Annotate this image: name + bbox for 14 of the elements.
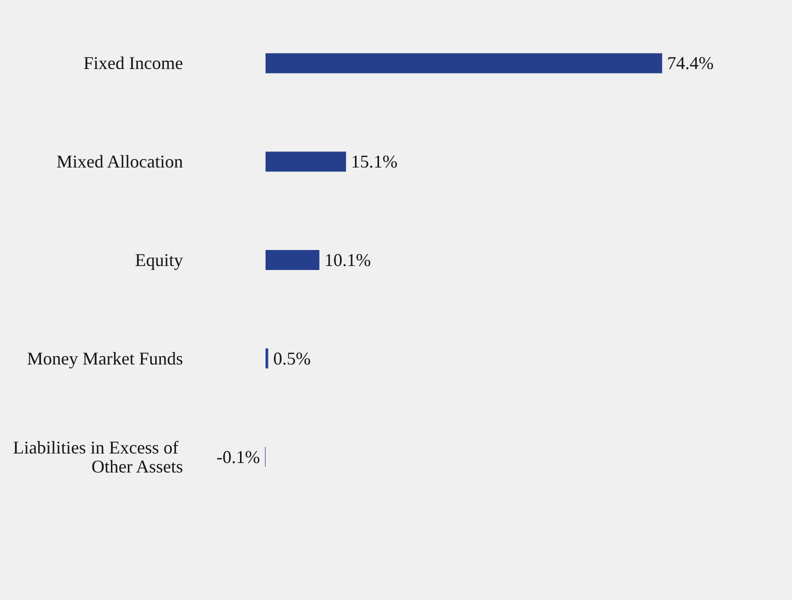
bar	[266, 152, 346, 172]
bar	[266, 348, 268, 368]
y-tick-label: Liabilities in Excess of Other Assets	[13, 437, 183, 476]
y-tick-label: Money Market Funds	[27, 348, 183, 368]
data-label: 10.1%	[324, 250, 371, 270]
data-label: 0.5%	[273, 348, 311, 368]
data-label: 15.1%	[351, 152, 398, 172]
y-tick-label: Equity	[135, 250, 183, 270]
y-tick-label: Fixed Income	[84, 53, 183, 74]
y-tick-label: Mixed Allocation	[56, 152, 183, 172]
bar	[266, 250, 320, 270]
data-label: -0.1%	[216, 446, 260, 467]
data-label: 74.4%	[667, 53, 714, 74]
bar	[266, 53, 662, 74]
